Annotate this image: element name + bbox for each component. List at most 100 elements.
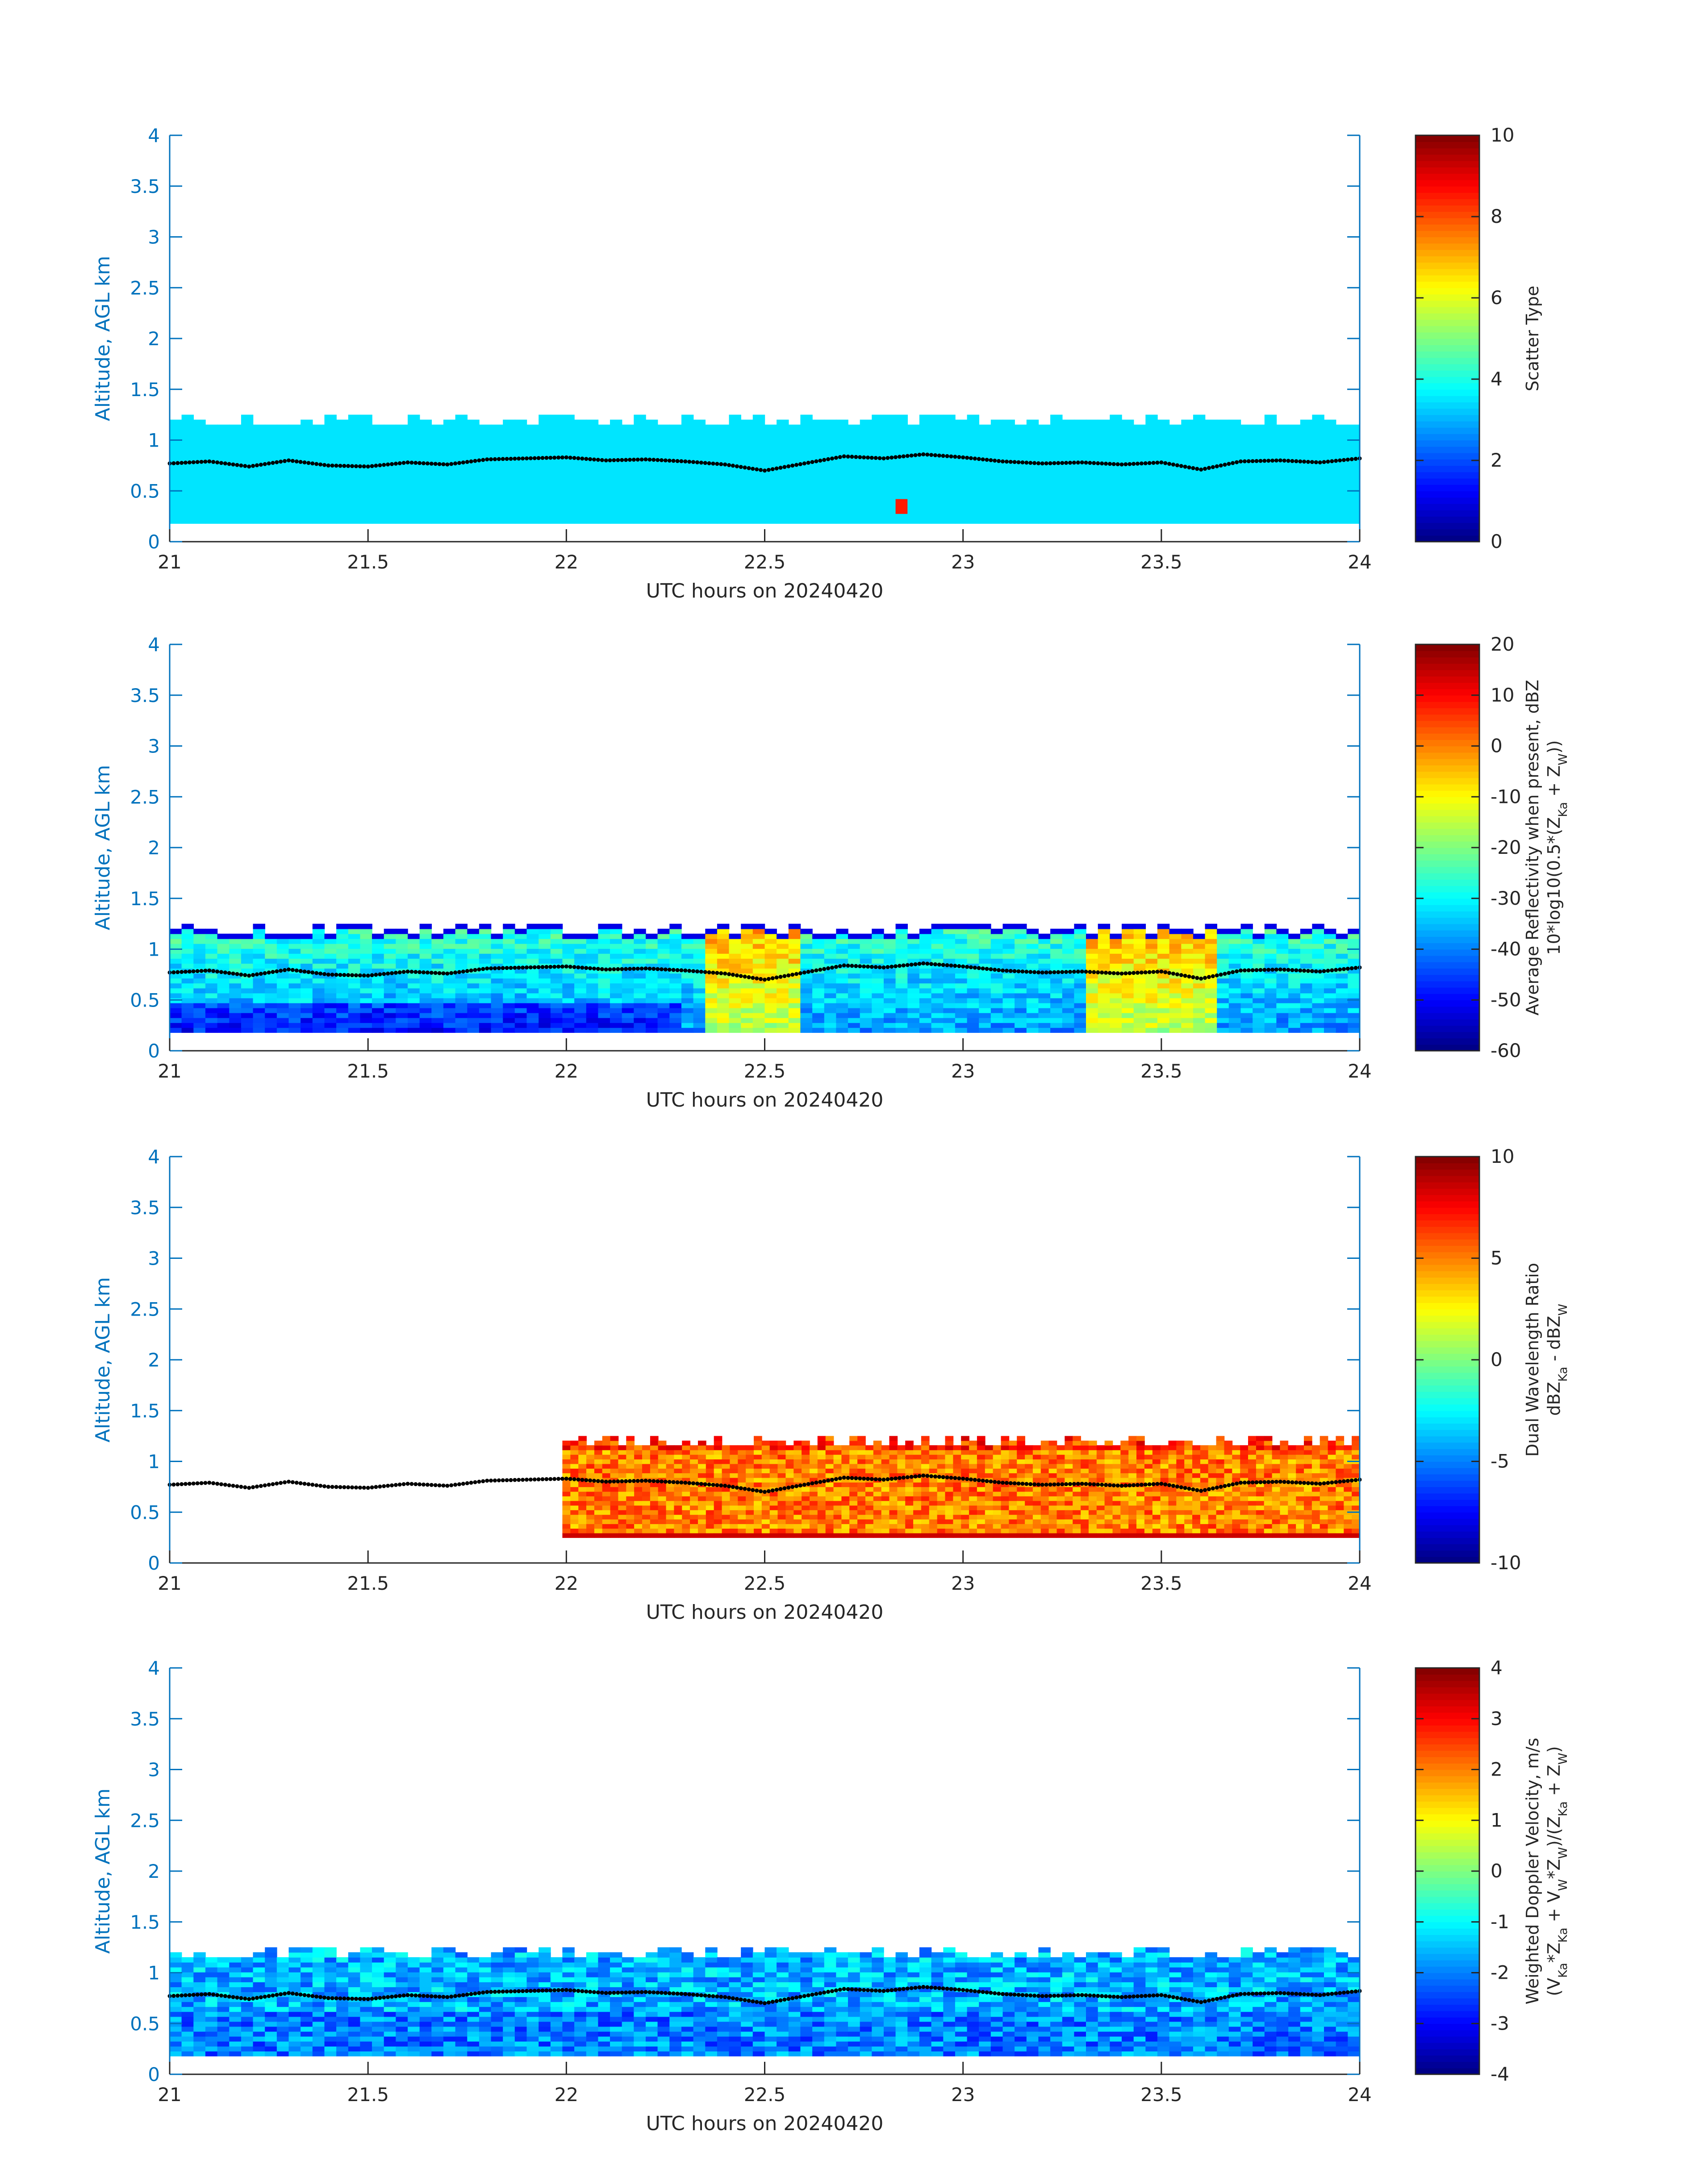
heatmap-cell: [681, 429, 694, 435]
heatmap-cell: [253, 968, 265, 974]
heatmap-cell: [526, 503, 539, 509]
heatmap-cell: [1205, 454, 1217, 460]
heatmap-cell: [431, 508, 444, 514]
colorbar-step: [1416, 268, 1479, 276]
heatmap-cell: [1288, 454, 1301, 460]
heatmap-cell: [824, 933, 837, 939]
trace-point: [180, 461, 184, 465]
heatmap-cell: [479, 943, 492, 949]
heatmap-cell: [657, 434, 670, 440]
heatmap-cell: [372, 1022, 384, 1028]
heatmap-cell: [979, 434, 991, 440]
heatmap-cell: [848, 444, 860, 450]
heatmap-cell: [931, 988, 944, 994]
heatmap-cell: [288, 439, 301, 445]
heatmap-cell: [669, 434, 682, 440]
heatmap-cell: [598, 489, 610, 494]
heatmap-cell: [181, 444, 194, 450]
heatmap-cell: [372, 943, 384, 949]
heatmap-cell: [955, 953, 968, 959]
heatmap-cell: [1157, 948, 1170, 954]
heatmap-cell: [1110, 938, 1122, 944]
heatmap-cell: [812, 449, 825, 455]
heatmap-cell: [384, 1028, 397, 1033]
heatmap-cell: [1098, 943, 1111, 949]
heatmap-cell: [193, 439, 206, 445]
heatmap-cell: [741, 484, 753, 489]
heatmap-cell: [657, 928, 670, 934]
heatmap-cell: [574, 439, 587, 445]
heatmap-cell: [193, 449, 206, 455]
colorbar-step: [1416, 522, 1479, 530]
heatmap-cell: [467, 493, 480, 499]
heatmap-cell: [550, 503, 563, 509]
heatmap-cell: [669, 1022, 682, 1028]
trace-point: [965, 965, 969, 969]
heatmap-cell: [1110, 1003, 1122, 1008]
heatmap-cell: [884, 978, 896, 984]
heatmap-cell: [539, 464, 551, 470]
heatmap-cell: [431, 1022, 444, 1028]
heatmap-cell: [1086, 508, 1098, 514]
x-tick-label: 23.5: [1140, 551, 1182, 573]
heatmap-cell: [622, 434, 635, 440]
heatmap-cell: [1122, 933, 1134, 939]
heatmap-cell: [1110, 993, 1122, 999]
heatmap-cell: [1050, 1028, 1063, 1033]
heatmap-cell: [907, 948, 920, 954]
heatmap-cell: [455, 963, 468, 969]
heatmap-cell: [550, 508, 563, 514]
trace-point: [540, 965, 545, 969]
trace-point: [1342, 458, 1346, 462]
trace-point: [1223, 463, 1227, 467]
heatmap-cell: [1193, 963, 1206, 969]
heatmap-cell: [967, 484, 979, 489]
trace-point: [1048, 970, 1052, 974]
heatmap-cell: [836, 928, 848, 934]
heatmap-cell: [717, 973, 730, 979]
heatmap-cell: [919, 493, 932, 499]
heatmap-cell: [1015, 454, 1027, 460]
heatmap-cell: [1193, 493, 1206, 499]
heatmap-cell: [931, 518, 944, 524]
heatmap-cell: [419, 963, 432, 969]
heatmap-cell: [1276, 459, 1289, 465]
heatmap-cell: [181, 464, 194, 470]
heatmap-cell: [1169, 1003, 1182, 1008]
heatmap-cell: [574, 513, 587, 519]
heatmap-cell: [1253, 503, 1265, 509]
heatmap-cell: [669, 439, 682, 445]
trace-point: [1314, 969, 1318, 974]
trace-point: [298, 460, 303, 464]
heatmap-cell: [539, 414, 551, 420]
heatmap-cell: [1300, 474, 1313, 480]
trace-point: [826, 966, 831, 970]
heatmap-cell: [443, 978, 456, 984]
heatmap-cell: [276, 938, 289, 944]
heatmap-cell: [1110, 958, 1122, 964]
heatmap-cell: [598, 1007, 610, 1013]
heatmap-cell: [1157, 993, 1170, 999]
trace-point: [965, 455, 969, 460]
heatmap-cell: [265, 434, 277, 440]
heatmap-cell: [1181, 943, 1194, 949]
heatmap-cell: [1062, 498, 1075, 504]
heatmap-cell: [1193, 434, 1206, 440]
heatmap-cell: [1038, 513, 1051, 519]
heatmap-cell: [895, 948, 908, 954]
heatmap-cell: [764, 938, 777, 944]
heatmap-cell: [408, 948, 420, 954]
heatmap-cell: [336, 1028, 349, 1033]
heatmap-cell: [1133, 518, 1146, 524]
heatmap-cell: [1110, 464, 1122, 470]
heatmap-cell: [348, 429, 361, 435]
heatmap-cell: [657, 479, 670, 485]
colorbar-step: [1416, 434, 1479, 441]
heatmap-cell: [1276, 1007, 1289, 1013]
heatmap-cell: [431, 1012, 444, 1018]
heatmap-cell: [455, 973, 468, 979]
heatmap-cell: [1098, 518, 1111, 524]
heatmap-cell: [526, 474, 539, 480]
heatmap-cell: [1217, 518, 1229, 524]
heatmap-cell: [1002, 424, 1015, 430]
